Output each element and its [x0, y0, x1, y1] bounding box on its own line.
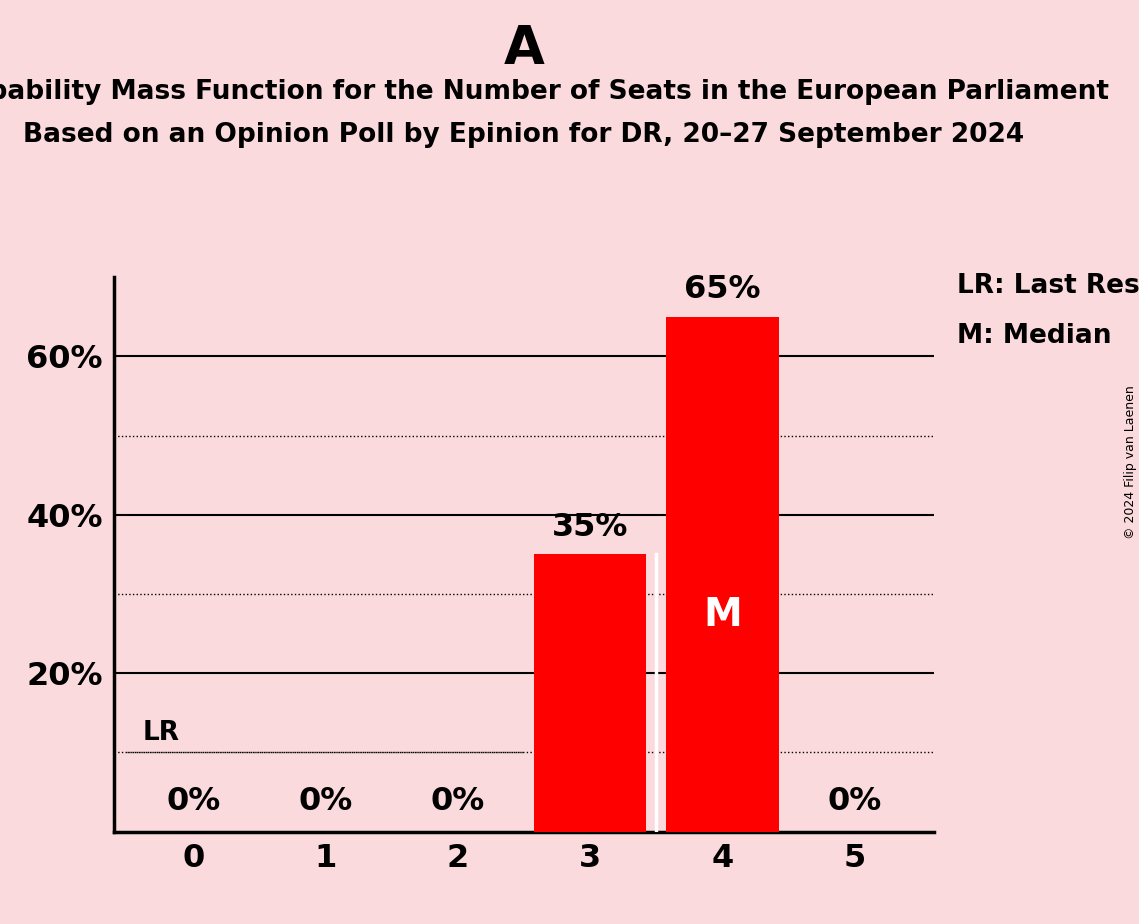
Text: M: M	[703, 596, 741, 635]
Text: LR: LR	[144, 720, 180, 746]
Text: 65%: 65%	[685, 274, 761, 305]
Text: Based on an Opinion Poll by Epinion for DR, 20–27 September 2024: Based on an Opinion Poll by Epinion for …	[24, 122, 1024, 148]
Text: 0%: 0%	[298, 786, 353, 818]
Text: LR: Last Result: LR: Last Result	[957, 273, 1139, 298]
Text: A: A	[503, 23, 544, 75]
Text: 0%: 0%	[166, 786, 220, 818]
Bar	[666, 317, 779, 832]
Text: 0%: 0%	[828, 786, 882, 818]
Text: M: Median: M: Median	[957, 323, 1112, 349]
Text: 35%: 35%	[552, 512, 629, 542]
Bar	[534, 554, 646, 832]
Text: 0%: 0%	[431, 786, 485, 818]
Text: Probability Mass Function for the Number of Seats in the European Parliament: Probability Mass Function for the Number…	[0, 79, 1109, 104]
Text: © 2024 Filip van Laenen: © 2024 Filip van Laenen	[1124, 385, 1137, 539]
